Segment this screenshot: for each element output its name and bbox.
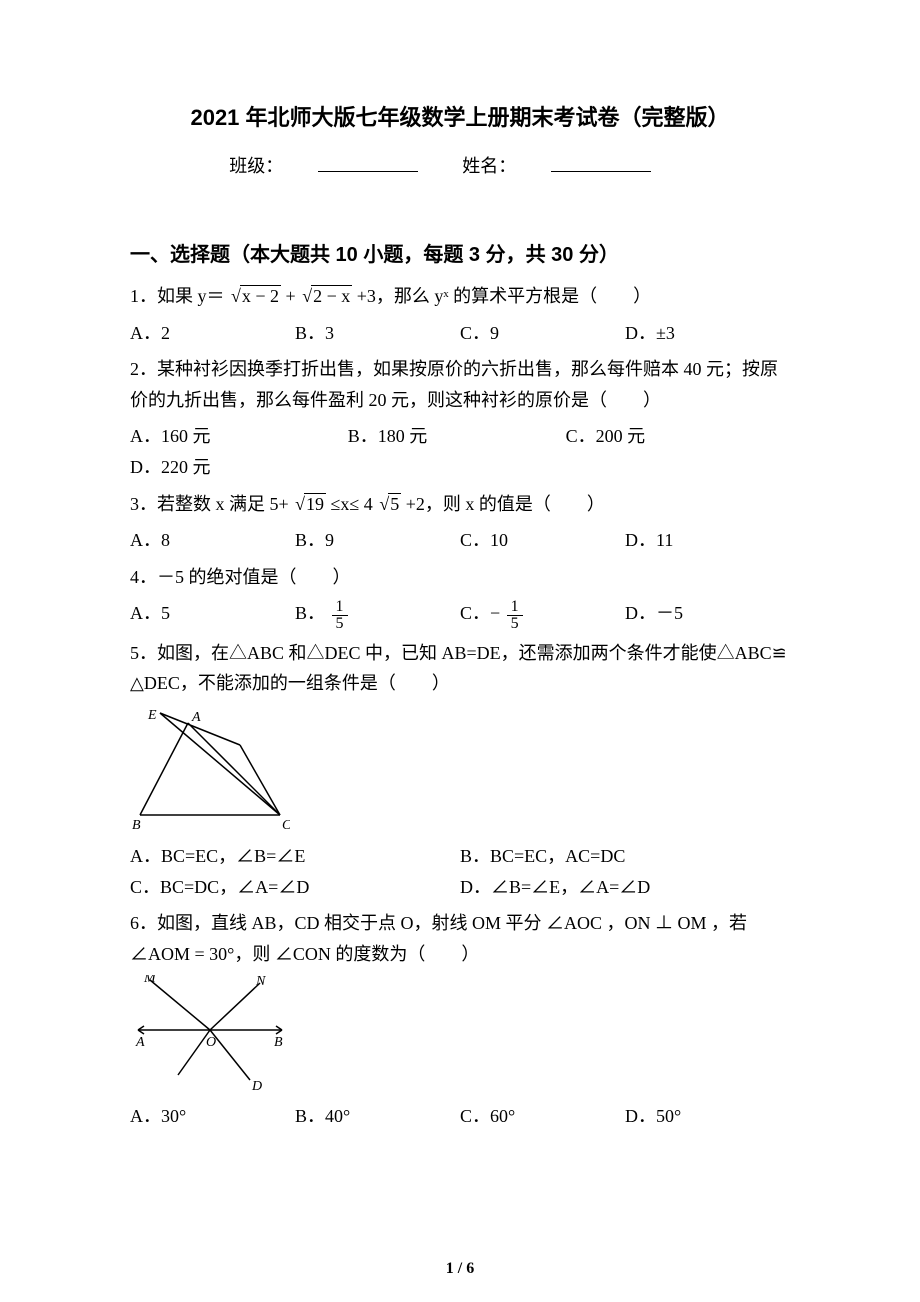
q4-b-prefix: B．	[295, 603, 325, 623]
q1-radicand-1: x − 2	[240, 285, 281, 306]
svg-text:A: A	[135, 1035, 145, 1050]
triangle-diagram: B C A E	[130, 705, 290, 835]
svg-text:B: B	[132, 818, 141, 833]
svg-text:B: B	[274, 1035, 283, 1050]
question-6: 6．如图，直线 AB，CD 相交于点 O，射线 OM 平分 ∠AOC ，ON ⊥…	[130, 908, 790, 969]
page-title: 2021 年北师大版七年级数学上册期末考试卷（完整版）	[130, 100, 790, 132]
q2-options: A．160 元 B．180 元 C．200 元 D．220 元	[130, 421, 790, 482]
q3-option-b: B．9	[295, 525, 460, 556]
q3-stem-suffix: +2，则 x 的值是（ ）	[406, 494, 605, 514]
q1-stem-suffix: +3，那么 yˣ 的算术平方根是（ ）	[357, 286, 651, 306]
q5-options: A．BC=EC，∠B=∠E B．BC=EC，AC=DC C．BC=DC，∠A=∠…	[130, 841, 790, 902]
svg-text:O: O	[206, 1035, 216, 1050]
q3-option-a: A．8	[130, 525, 295, 556]
question-2: 2．某种衬衫因换季打折出售，如果按原价的六折出售，那么每件赔本 40 元；按原价…	[130, 354, 790, 415]
svg-text:E: E	[147, 708, 157, 723]
q2-option-a: A．160 元	[130, 421, 348, 452]
q5-option-b: B．BC=EC，AC=DC	[460, 841, 790, 872]
q2-option-d: D．220 元	[130, 452, 790, 483]
sqrt-icon: √5	[377, 489, 401, 520]
fraction-icon: 1 5	[507, 599, 523, 632]
q5-option-a: A．BC=EC，∠B=∠E	[130, 841, 460, 872]
q3-option-d: D．11	[625, 525, 790, 556]
q4-option-c: C．− 1 5	[460, 598, 625, 631]
question-4: 4．－5 的绝对值是（ ）	[130, 562, 790, 593]
q6-figure: A B M N O D	[130, 975, 790, 1095]
class-blank[interactable]	[318, 171, 418, 172]
q4-b-den: 5	[332, 616, 348, 632]
question-1: 1．如果 y＝ √x − 2 + √2 − x +3，那么 yˣ 的算术平方根是…	[130, 281, 790, 312]
q3-option-c: C．10	[460, 525, 625, 556]
q2-option-c: C．200 元	[566, 421, 784, 452]
q4-c-den: 5	[507, 616, 523, 632]
q1-option-c: C．9	[460, 318, 625, 349]
q1-option-a: A．2	[130, 318, 295, 349]
q2-option-b: B．180 元	[348, 421, 566, 452]
q4-c-num: 1	[507, 599, 523, 616]
svg-text:A: A	[191, 710, 201, 725]
q4-option-a: A．5	[130, 598, 295, 631]
sqrt-icon: √2 − x	[300, 281, 352, 312]
angle-diagram: A B M N O D	[130, 975, 300, 1095]
svg-text:N: N	[255, 975, 266, 989]
q1-stem-prefix: 1．如果 y＝	[130, 286, 225, 306]
q1-plus: +	[286, 286, 296, 306]
svg-text:C: C	[282, 818, 290, 833]
q4-b-num: 1	[332, 599, 348, 616]
q3-r1: 19	[304, 493, 326, 514]
q4-option-b: B． 1 5	[295, 598, 460, 631]
q4-options: A．5 B． 1 5 C．− 1 5 D．－5	[130, 598, 790, 631]
q5-option-d: D．∠B=∠E，∠A=∠D	[460, 872, 790, 903]
sqrt-icon: √19	[293, 489, 326, 520]
svg-text:M: M	[143, 975, 157, 986]
page-number: 1 / 6	[0, 1260, 920, 1278]
student-info-row: 班级： 姓名：	[130, 152, 790, 178]
page: 2021 年北师大版七年级数学上册期末考试卷（完整版） 班级： 姓名： 一、选择…	[0, 0, 920, 1302]
q4-option-d: D．－5	[625, 598, 790, 631]
q1-radicand-2: 2 − x	[311, 285, 352, 306]
sqrt-icon: √x − 2	[229, 281, 281, 312]
fraction-icon: 1 5	[332, 599, 348, 632]
class-label: 班级：	[229, 152, 283, 178]
q4-c-prefix: C．−	[460, 603, 500, 623]
question-3: 3．若整数 x 满足 5+ √19 ≤x≤ 4 √5 +2，则 x 的值是（ ）	[130, 489, 790, 520]
q6-option-c: C．60°	[460, 1101, 625, 1132]
section-1-heading: 一、选择题（本大题共 10 小题，每题 3 分，共 30 分）	[130, 238, 790, 267]
q5-option-c: C．BC=DC，∠A=∠D	[130, 872, 460, 903]
q5-figure: B C A E	[130, 705, 790, 835]
q1-option-d: D．±3	[625, 318, 790, 349]
svg-text:D: D	[251, 1079, 262, 1094]
q6-option-a: A．30°	[130, 1101, 295, 1132]
name-label: 姓名：	[462, 152, 516, 178]
q3-options: A．8 B．9 C．10 D．11	[130, 525, 790, 556]
q3-r2: 5	[388, 493, 401, 514]
question-5: 5．如图，在△ABC 和△DEC 中，已知 AB=DE，还需添加两个条件才能使△…	[130, 638, 790, 699]
q6-option-d: D．50°	[625, 1101, 790, 1132]
q6-option-b: B．40°	[295, 1101, 460, 1132]
name-blank[interactable]	[551, 171, 651, 172]
q6-options: A．30° B．40° C．60° D．50°	[130, 1101, 790, 1132]
q3-stem-mid: ≤x≤ 4	[331, 494, 373, 514]
q3-stem-prefix: 3．若整数 x 满足 5+	[130, 494, 289, 514]
q1-option-b: B．3	[295, 318, 460, 349]
q1-options: A．2 B．3 C．9 D．±3	[130, 318, 790, 349]
